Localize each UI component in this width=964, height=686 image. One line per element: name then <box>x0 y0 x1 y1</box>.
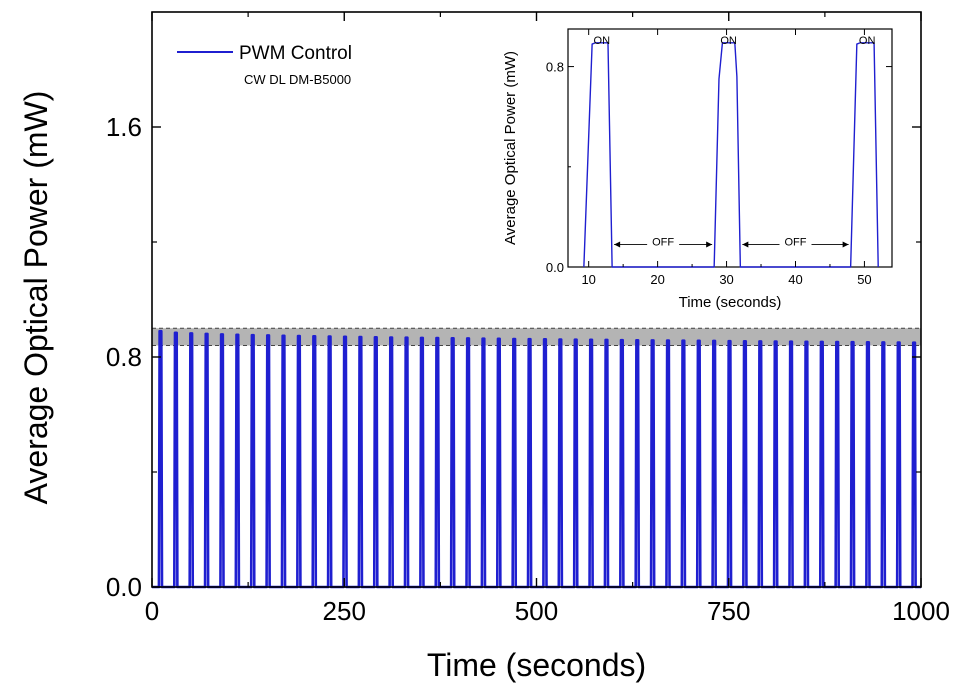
inset-x-axis-label: Time (seconds) <box>679 294 782 311</box>
inset-y-tick-label: 0.0 <box>546 260 564 275</box>
inset-x-tick-label: 40 <box>788 272 802 287</box>
inset-plot: 10 20 30 40 50 0.0 0.8 Time (seconds) Average Op… <box>502 28 893 311</box>
x-tick-label: 500 <box>515 596 558 626</box>
off-annotation: OFF <box>652 236 674 248</box>
inset-x-tick-label: 10 <box>581 272 595 287</box>
off-label-bg <box>779 234 812 249</box>
y-tick-label: 0.8 <box>106 342 142 372</box>
inset-frame <box>567 28 893 268</box>
inset-x-tick-label: 50 <box>857 272 871 287</box>
on-annotation: ON <box>720 35 737 47</box>
on-annotation: ON <box>859 35 876 47</box>
off-arrow-head-left <box>614 241 621 248</box>
x-tick-label: 0 <box>145 596 159 626</box>
off-arrow-head-right <box>706 241 713 248</box>
off-annotation: OFF <box>784 236 806 248</box>
x-tick-label: 1000 <box>892 596 950 626</box>
inset-x-tick-label: 20 <box>650 272 664 287</box>
inset-y-tick-label: 0.8 <box>546 60 564 75</box>
y-tick-label: 1.6 <box>106 112 142 142</box>
x-tick-label: 750 <box>707 596 750 626</box>
x-axis-label: Time (seconds) <box>427 647 646 683</box>
inset-x-tick-label: 30 <box>719 272 733 287</box>
legend-sublabel: CW DL DM-B5000 <box>244 72 351 87</box>
off-arrow-head-right <box>842 241 849 248</box>
legend-label: PWM Control <box>239 43 352 64</box>
inset-y-axis-label: Average Optical Power (mW) <box>502 51 519 245</box>
series-pwm-control <box>152 329 921 589</box>
x-tick-label: 250 <box>323 596 366 626</box>
on-annotation: ON <box>594 35 611 47</box>
inset-series <box>583 42 879 268</box>
off-label-bg <box>647 234 680 249</box>
y-tick-label: 0.0 <box>106 572 142 602</box>
y-axis-label: Average Optical Power (mW) <box>18 91 54 505</box>
off-arrow-head-left <box>742 241 749 248</box>
main-plot: 0 250 500 750 1000 0.0 0.8 1.6 Time (seconds) Ave… <box>18 11 950 683</box>
